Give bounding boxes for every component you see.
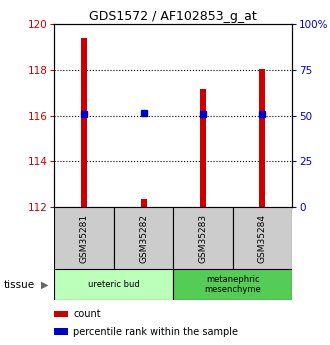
Text: GSM35282: GSM35282	[139, 214, 148, 263]
Bar	[259, 69, 265, 207]
Bar	[173, 269, 292, 300]
Text: percentile rank within the sample: percentile rank within the sample	[74, 327, 239, 336]
Text: GSM35281: GSM35281	[80, 214, 89, 263]
Bar	[233, 207, 292, 269]
Text: tissue: tissue	[3, 280, 34, 289]
Text: ureteric bud: ureteric bud	[88, 280, 140, 289]
Bar	[54, 328, 68, 335]
Bar	[81, 38, 87, 207]
Bar	[114, 207, 173, 269]
Bar	[200, 89, 206, 207]
Bar	[173, 207, 233, 269]
Bar	[54, 311, 68, 317]
Text: count: count	[74, 309, 101, 319]
Text: metanephric
mesenchyme: metanephric mesenchyme	[204, 275, 261, 294]
Title: GDS1572 / AF102853_g_at: GDS1572 / AF102853_g_at	[89, 10, 257, 23]
Bar	[54, 207, 114, 269]
Bar	[141, 199, 147, 207]
Bar	[54, 269, 173, 300]
Text: ▶: ▶	[41, 280, 48, 289]
Text: GSM35283: GSM35283	[198, 214, 208, 263]
Text: GSM35284: GSM35284	[258, 214, 267, 263]
